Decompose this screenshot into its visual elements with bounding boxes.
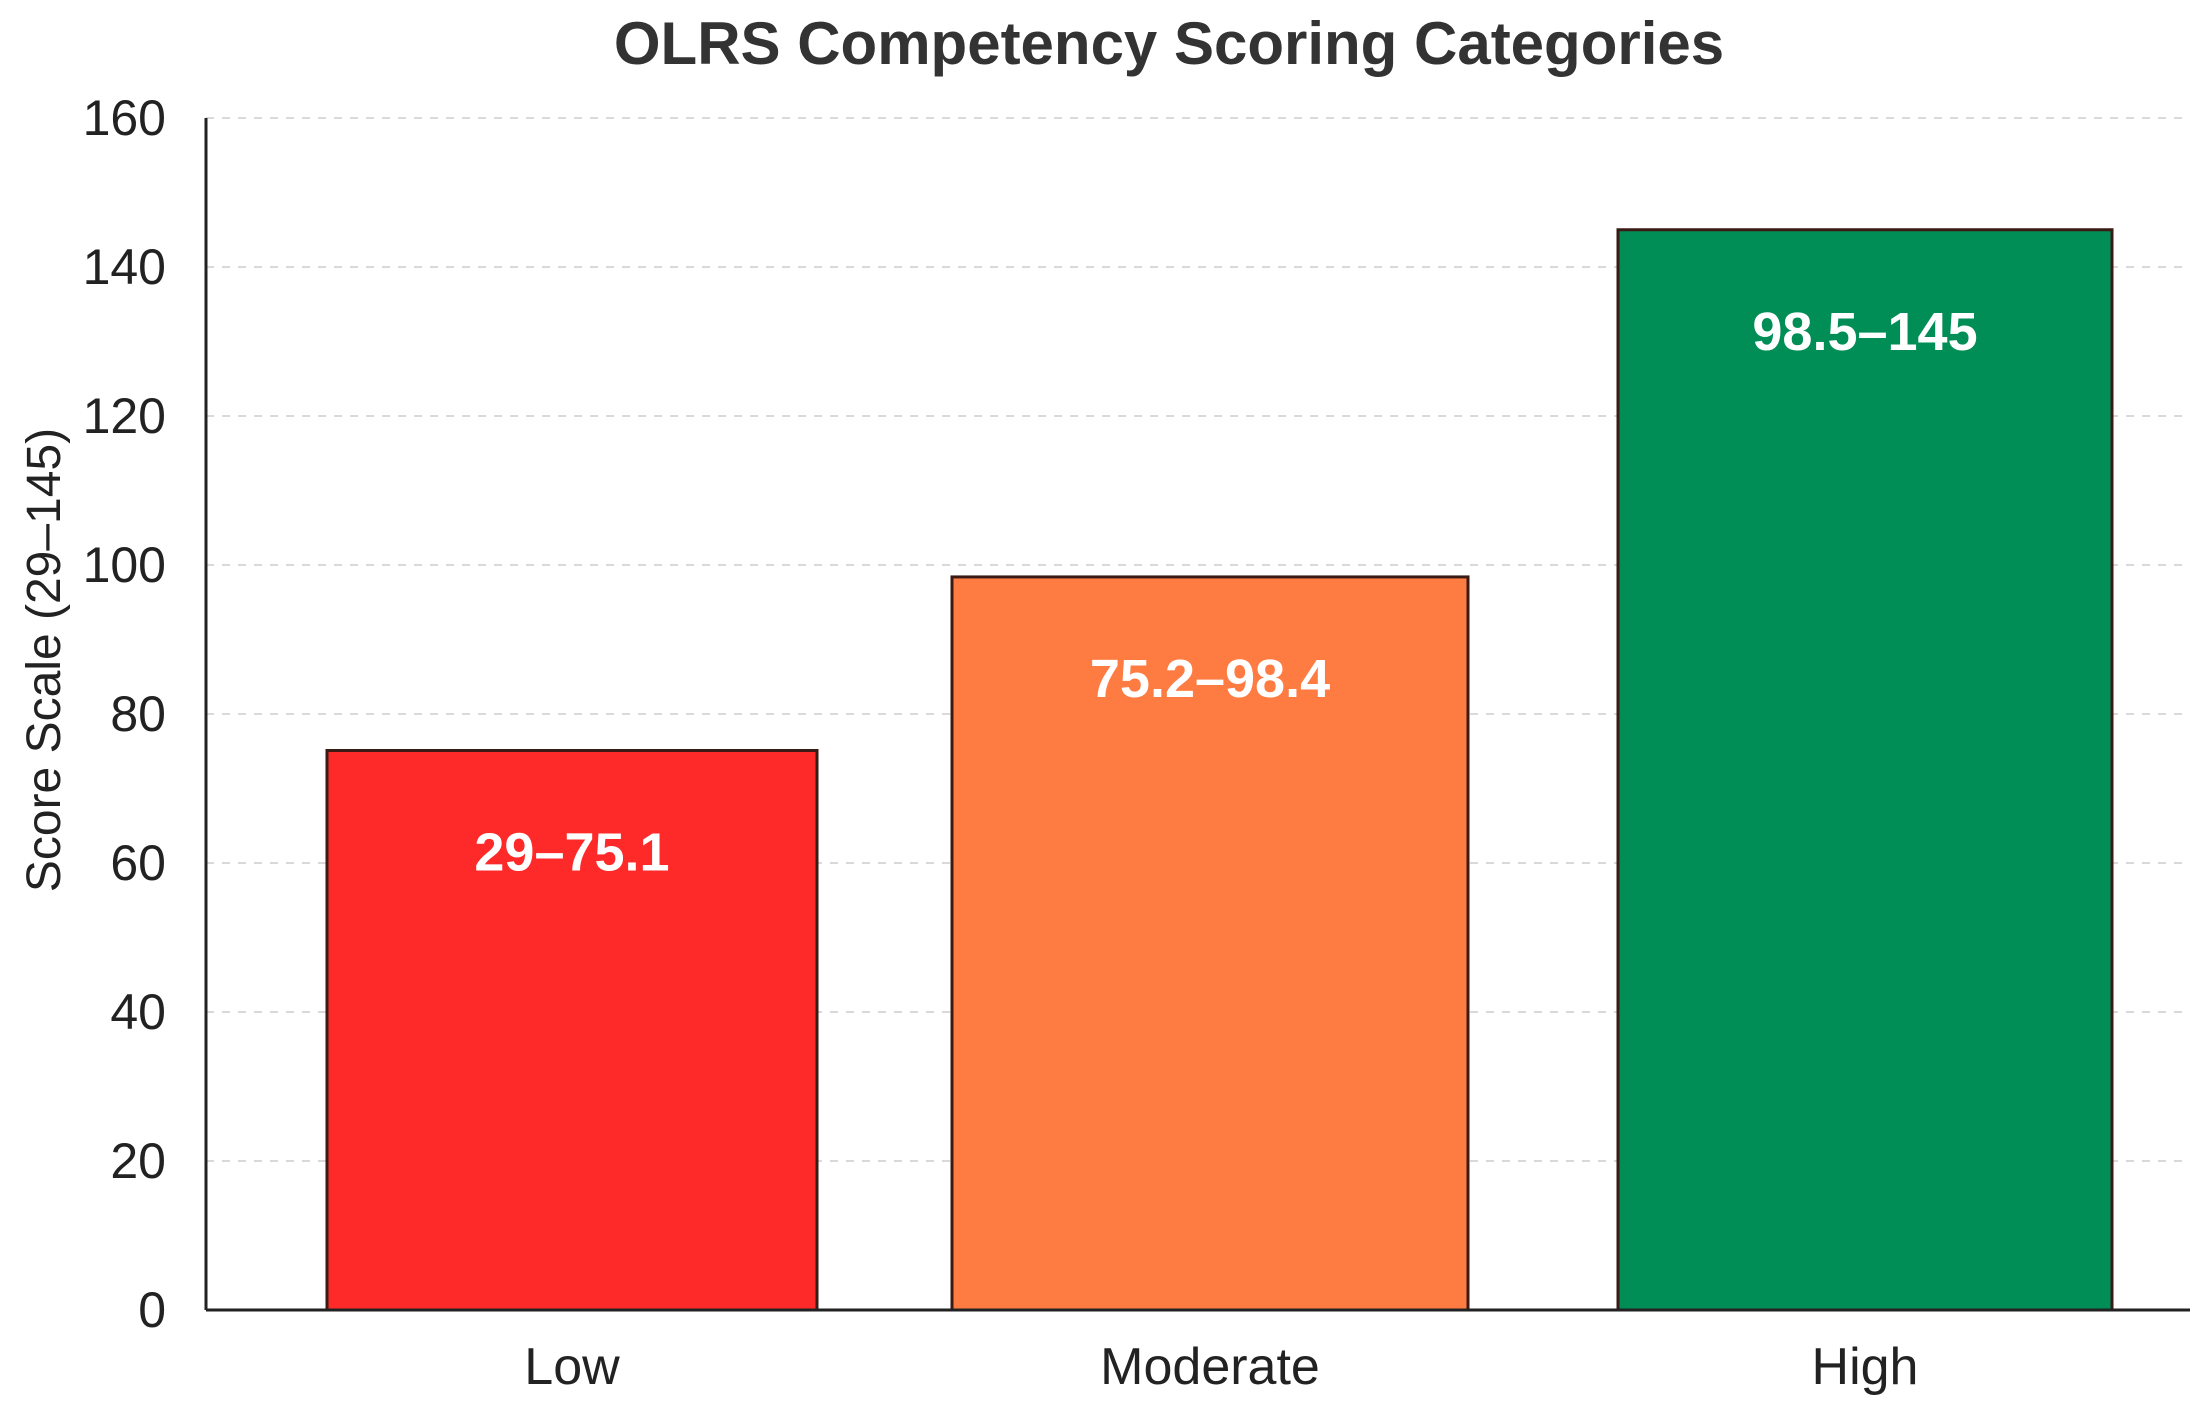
- x-tick-labels: Low Moderate High: [524, 1338, 1918, 1396]
- y-tick-label: 0: [138, 1282, 166, 1338]
- y-tick-label: 40: [110, 984, 166, 1040]
- x-tick-label: Low: [524, 1338, 620, 1396]
- y-tick-label: 140: [83, 239, 166, 295]
- y-tick-label: 20: [110, 1133, 166, 1189]
- x-tick-label: Moderate: [1100, 1338, 1320, 1396]
- y-tick-label: 100: [83, 537, 166, 593]
- bars: 29–75.1 75.2–98.4 98.5–145: [325, 228, 2114, 1312]
- y-tick-label: 60: [110, 835, 166, 891]
- y-tick-labels: 0 20 40 60 80 100 120 140 160: [83, 90, 166, 1338]
- axes: [204, 118, 2190, 1312]
- bar-high: [1616, 228, 2114, 1312]
- bar-value-label: 98.5–145: [1752, 302, 1977, 362]
- y-tick-label: 120: [83, 388, 166, 444]
- x-tick-label: High: [1812, 1338, 1919, 1396]
- bar-value-label: 75.2–98.4: [1090, 649, 1330, 709]
- y-tick-label: 160: [83, 90, 166, 146]
- bar-low: [325, 749, 819, 1312]
- bar-value-label: 29–75.1: [474, 823, 669, 883]
- y-axis-title: Score Scale (29–145): [18, 428, 71, 892]
- y-tick-label: 80: [110, 686, 166, 742]
- chart-title: OLRS Competency Scoring Categories: [614, 10, 1724, 77]
